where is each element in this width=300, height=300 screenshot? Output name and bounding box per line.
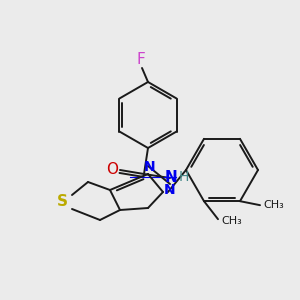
Text: CH₃: CH₃ [263,200,284,210]
Text: CH₃: CH₃ [221,216,242,226]
Text: H: H [179,170,189,184]
Text: O: O [106,161,118,176]
Text: S: S [56,194,68,208]
Text: N: N [144,160,156,174]
Text: N: N [165,169,177,184]
Text: N: N [164,183,176,197]
Text: F: F [136,52,146,68]
